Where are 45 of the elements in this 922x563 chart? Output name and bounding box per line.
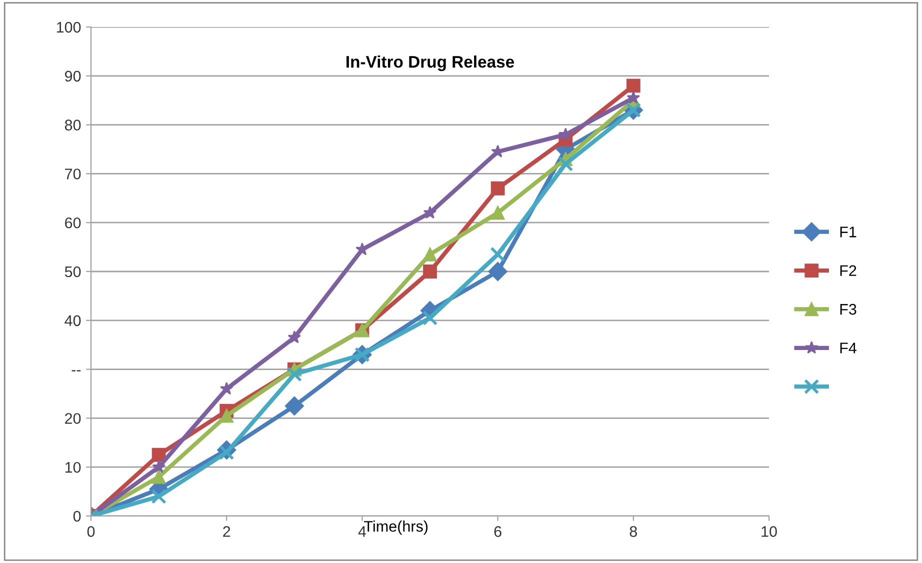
point	[220, 408, 234, 423]
x-tick-label: 8	[630, 526, 637, 537]
x-tick-label: 2	[223, 526, 230, 537]
x-axis-title: Time(hrs)	[364, 520, 428, 535]
y-tick-label: 10	[65, 462, 81, 473]
y-tick-label: 50	[64, 266, 81, 278]
y-tick-label: 0	[73, 510, 81, 522]
point	[286, 366, 302, 382]
y-tick-label: 70	[65, 168, 81, 180]
point	[152, 460, 166, 473]
point	[356, 242, 369, 256]
point	[490, 181, 505, 196]
y-tick-label: --	[72, 370, 81, 372]
point	[152, 470, 166, 484]
point	[423, 206, 437, 219]
point	[220, 382, 234, 395]
x-tick-label: 4	[358, 526, 366, 537]
point	[626, 90, 640, 104]
y-tick-label: 60	[65, 217, 81, 228]
point	[490, 246, 506, 262]
point	[152, 448, 166, 462]
point	[491, 144, 504, 158]
y-tick-label: 40	[64, 315, 81, 326]
point	[558, 156, 574, 172]
legend-label: F1	[840, 226, 856, 238]
point	[558, 128, 572, 140]
point	[288, 330, 302, 344]
point	[626, 78, 640, 93]
y-tick-label: 90	[65, 70, 81, 82]
y-tick-label: 20	[65, 413, 81, 424]
point	[423, 247, 437, 262]
point	[490, 206, 505, 220]
point	[488, 262, 508, 282]
point	[151, 488, 166, 504]
legend-label: F3	[840, 304, 856, 315]
x-tick-label: 6	[494, 526, 502, 537]
y-tick-label: 100	[56, 22, 81, 33]
text: In-Vitro Drug Release	[346, 55, 514, 72]
x-tick-label: 0	[87, 526, 95, 537]
legend-label: F2	[840, 265, 856, 276]
x-tick-label: 10	[762, 526, 777, 537]
legend-label: F4	[840, 342, 856, 354]
point	[284, 396, 304, 416]
y-tick-label: 80	[64, 120, 81, 130]
point	[423, 264, 437, 278]
